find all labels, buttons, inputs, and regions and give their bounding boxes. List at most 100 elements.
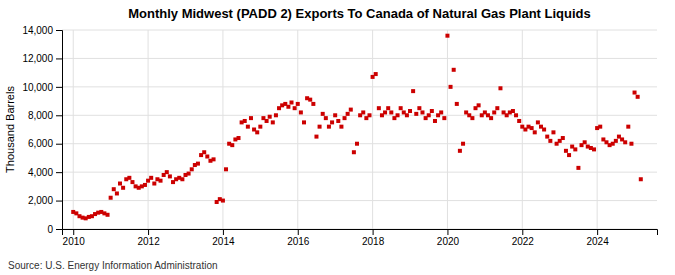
tick: 8,000 xyxy=(28,110,62,121)
point xyxy=(346,112,350,116)
point xyxy=(408,109,412,113)
tick-label: 2,000 xyxy=(28,195,53,206)
tick: 2018 xyxy=(362,229,385,247)
grid-line-y xyxy=(62,200,657,201)
point xyxy=(455,102,459,106)
point xyxy=(330,120,334,124)
tick-mark xyxy=(56,229,62,230)
tick-label: 14,000 xyxy=(22,25,53,36)
point xyxy=(383,110,387,114)
tick: 2020 xyxy=(437,229,460,247)
tick-mark xyxy=(148,229,149,235)
tick-mark xyxy=(373,229,374,235)
point xyxy=(224,167,228,171)
tick-mark xyxy=(56,172,62,173)
tick-mark xyxy=(223,229,224,235)
point xyxy=(614,139,618,143)
point xyxy=(492,110,496,114)
tick: 4,000 xyxy=(28,167,62,178)
point xyxy=(255,130,259,134)
tick: 2016 xyxy=(287,229,310,247)
point xyxy=(536,120,540,124)
tick-label: 2018 xyxy=(362,236,385,247)
tick: 6,000 xyxy=(28,138,62,149)
point xyxy=(452,68,456,72)
point xyxy=(274,113,278,117)
y-axis: 0 2,000 4,000 6,000 8,000 10,000 12,000 14,000 xyxy=(22,25,62,235)
tick-mark xyxy=(447,229,448,235)
point xyxy=(639,177,643,181)
axis-line xyxy=(63,230,658,236)
point xyxy=(324,116,328,120)
tick-label: 2020 xyxy=(437,236,460,247)
point xyxy=(318,125,322,129)
point xyxy=(623,140,627,144)
point xyxy=(636,95,640,99)
point xyxy=(498,86,502,90)
point xyxy=(377,106,381,110)
point xyxy=(268,115,272,119)
plot: 2010201220142016201820202022202402,0004,… xyxy=(22,25,657,247)
tick-label: 0 xyxy=(47,224,53,235)
point xyxy=(405,113,409,117)
tick: 2022 xyxy=(512,229,535,247)
point xyxy=(361,110,365,114)
point xyxy=(296,102,300,106)
tick: 12,000 xyxy=(22,53,62,64)
point xyxy=(386,106,390,110)
tick-label: 12,000 xyxy=(22,53,53,64)
tick: 14,000 xyxy=(22,25,62,36)
point xyxy=(159,179,163,183)
point xyxy=(112,187,116,191)
point xyxy=(433,119,437,123)
tick-mark xyxy=(56,144,62,145)
grid-line-x xyxy=(522,30,523,229)
point xyxy=(327,125,331,129)
point xyxy=(352,150,356,154)
point xyxy=(633,91,637,95)
point xyxy=(243,119,247,123)
point xyxy=(246,125,250,129)
tick-label: 2010 xyxy=(63,236,86,247)
point xyxy=(115,191,119,195)
point xyxy=(118,182,122,186)
point xyxy=(542,128,546,132)
tick-mark xyxy=(56,58,62,59)
point xyxy=(302,120,306,124)
point xyxy=(127,176,131,180)
grid-line-y xyxy=(62,30,657,31)
point xyxy=(109,196,113,200)
tick-mark xyxy=(597,229,598,235)
tick-label: 8,000 xyxy=(28,110,53,121)
point xyxy=(389,110,393,114)
point xyxy=(168,174,172,178)
point xyxy=(583,140,587,144)
point xyxy=(511,109,515,113)
point xyxy=(190,167,194,171)
tick-mark xyxy=(56,201,62,202)
point xyxy=(545,135,549,139)
point xyxy=(399,106,403,110)
point xyxy=(564,149,568,153)
tick: 2010 xyxy=(63,229,86,247)
point xyxy=(374,72,378,76)
point xyxy=(187,172,191,176)
point xyxy=(212,157,216,161)
points xyxy=(71,34,643,221)
point xyxy=(427,113,431,117)
tick-label: 10,000 xyxy=(22,82,53,93)
point xyxy=(420,110,424,114)
point xyxy=(299,110,303,114)
point xyxy=(290,100,294,104)
point xyxy=(339,125,343,129)
y-axis-label: Thousand Barrels xyxy=(4,86,16,173)
point xyxy=(449,85,453,89)
point xyxy=(143,183,147,187)
grid xyxy=(62,30,657,229)
tick: 2012 xyxy=(137,229,160,247)
point xyxy=(367,113,371,117)
point xyxy=(152,182,156,186)
point xyxy=(237,136,241,140)
point xyxy=(265,119,269,123)
point xyxy=(149,176,153,180)
